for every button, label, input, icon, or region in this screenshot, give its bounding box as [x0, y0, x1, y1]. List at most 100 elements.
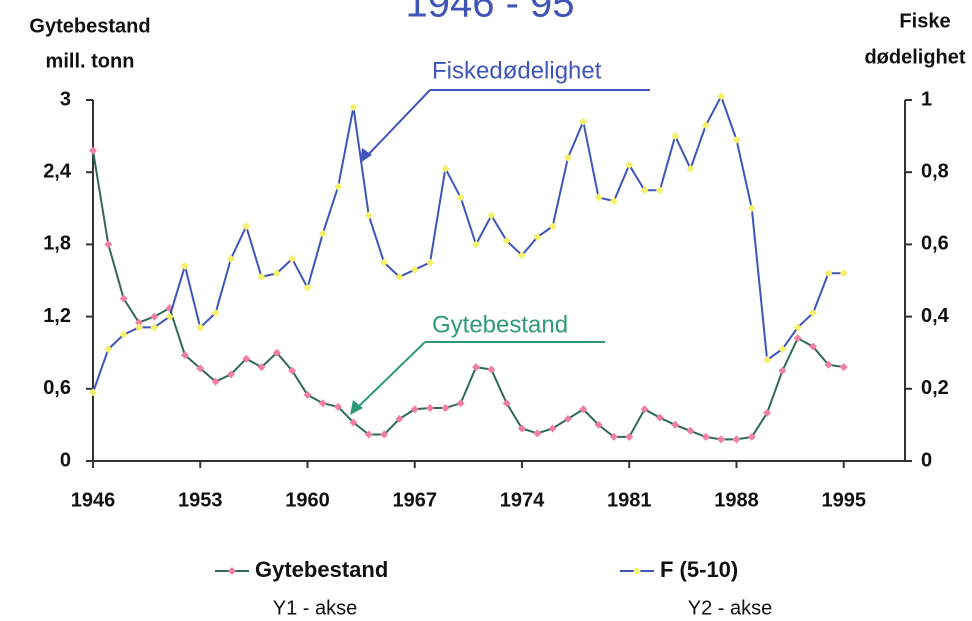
- point-marker: [686, 426, 695, 435]
- x-tick-label: 1974: [500, 489, 545, 511]
- point-marker: [609, 197, 618, 206]
- point-marker: [824, 360, 833, 369]
- point-marker: [686, 164, 695, 173]
- point-marker: [242, 222, 251, 231]
- x-tick-label: 1995: [821, 489, 866, 511]
- point-marker: [395, 272, 404, 281]
- point-marker: [793, 323, 802, 332]
- point-marker: [165, 312, 174, 321]
- point-marker: [732, 435, 741, 444]
- point-marker: [318, 399, 327, 408]
- point-marker: [364, 430, 373, 439]
- x-tick-label: 1981: [607, 489, 652, 511]
- point-marker: [594, 193, 603, 202]
- point-marker: [594, 420, 603, 429]
- point-marker: [410, 405, 419, 414]
- point-marker: [456, 193, 465, 202]
- point-marker: [180, 262, 189, 271]
- point-marker: [671, 420, 680, 429]
- point-marker: [242, 354, 251, 363]
- point-marker: [502, 236, 511, 245]
- y-tick-label: 0,6: [43, 377, 71, 399]
- point-marker: [763, 408, 772, 417]
- point-marker: [793, 334, 802, 343]
- annotation-arrow: [354, 341, 426, 411]
- point-marker: [778, 345, 787, 354]
- point-marker: [257, 363, 266, 372]
- y-tick-label: 3: [60, 88, 71, 110]
- point-marker: [318, 229, 327, 238]
- point-marker: [517, 424, 526, 433]
- point-marker: [395, 414, 404, 423]
- point-marker: [487, 211, 496, 220]
- point-marker: [517, 251, 526, 260]
- y2-tick-label: 0,6: [921, 233, 949, 255]
- point-marker: [441, 404, 450, 413]
- point-marker: [441, 164, 450, 173]
- point-marker: [671, 132, 680, 141]
- point-marker: [717, 435, 726, 444]
- point-marker: [548, 222, 557, 231]
- point-marker: [119, 330, 128, 339]
- y-tick-label: 0: [60, 449, 71, 471]
- x-tick-label: 1960: [285, 489, 330, 511]
- point-marker: [717, 92, 726, 101]
- point-marker: [104, 240, 113, 249]
- point-marker: [272, 348, 281, 357]
- point-marker: [272, 269, 281, 278]
- point-marker: [747, 432, 756, 441]
- point-marker: [655, 186, 664, 195]
- point-marker: [288, 254, 297, 263]
- point-marker: [579, 117, 588, 126]
- x-tick-label: 1988: [714, 489, 759, 511]
- point-marker: [579, 405, 588, 414]
- point-marker: [334, 182, 343, 191]
- point-marker: [150, 323, 159, 332]
- point-marker: [839, 269, 848, 278]
- legend-label: Gytebestand: [255, 557, 388, 582]
- arrow-head: [360, 148, 372, 163]
- y-axis-label: Gytebestand: [29, 15, 150, 37]
- chart-title: 1946 - 95: [405, 0, 574, 26]
- point-marker: [180, 351, 189, 360]
- legend-marker: [228, 567, 236, 575]
- legend-marker: [633, 567, 641, 575]
- point-marker: [563, 153, 572, 162]
- legend-note: Y1 - akse: [273, 597, 357, 619]
- series-line: [92, 93, 844, 393]
- point-marker: [226, 254, 235, 263]
- point-marker: [640, 186, 649, 195]
- point-marker: [257, 272, 266, 281]
- point-marker: [487, 365, 496, 374]
- point-marker: [747, 204, 756, 213]
- point-marker: [89, 146, 97, 155]
- point-marker: [364, 211, 373, 220]
- annotation-arrow: [364, 89, 431, 159]
- point-marker: [732, 135, 741, 144]
- point-marker: [778, 366, 787, 375]
- point-marker: [563, 414, 572, 423]
- y-tick-label: 1,8: [43, 233, 71, 255]
- arrow-head: [350, 400, 363, 415]
- point-marker: [809, 342, 818, 351]
- point-marker: [380, 430, 389, 439]
- annotation: Fiskedødelighet: [432, 57, 602, 84]
- point-marker: [303, 283, 312, 292]
- y2-tick-label: 0: [921, 449, 932, 471]
- x-tick-label: 1953: [178, 489, 223, 511]
- point-marker: [701, 121, 710, 130]
- point-marker: [472, 363, 481, 372]
- point-marker: [288, 366, 297, 375]
- point-marker: [89, 388, 97, 397]
- annotation: Gytebestand: [432, 311, 568, 338]
- point-marker: [334, 402, 343, 411]
- point-marker: [640, 405, 649, 414]
- y2-tick-label: 1: [921, 88, 932, 110]
- point-marker: [119, 294, 128, 303]
- x-tick-label: 1967: [392, 489, 437, 511]
- point-marker: [211, 308, 220, 317]
- point-marker: [533, 233, 542, 242]
- point-marker: [196, 364, 205, 373]
- point-marker: [809, 308, 818, 317]
